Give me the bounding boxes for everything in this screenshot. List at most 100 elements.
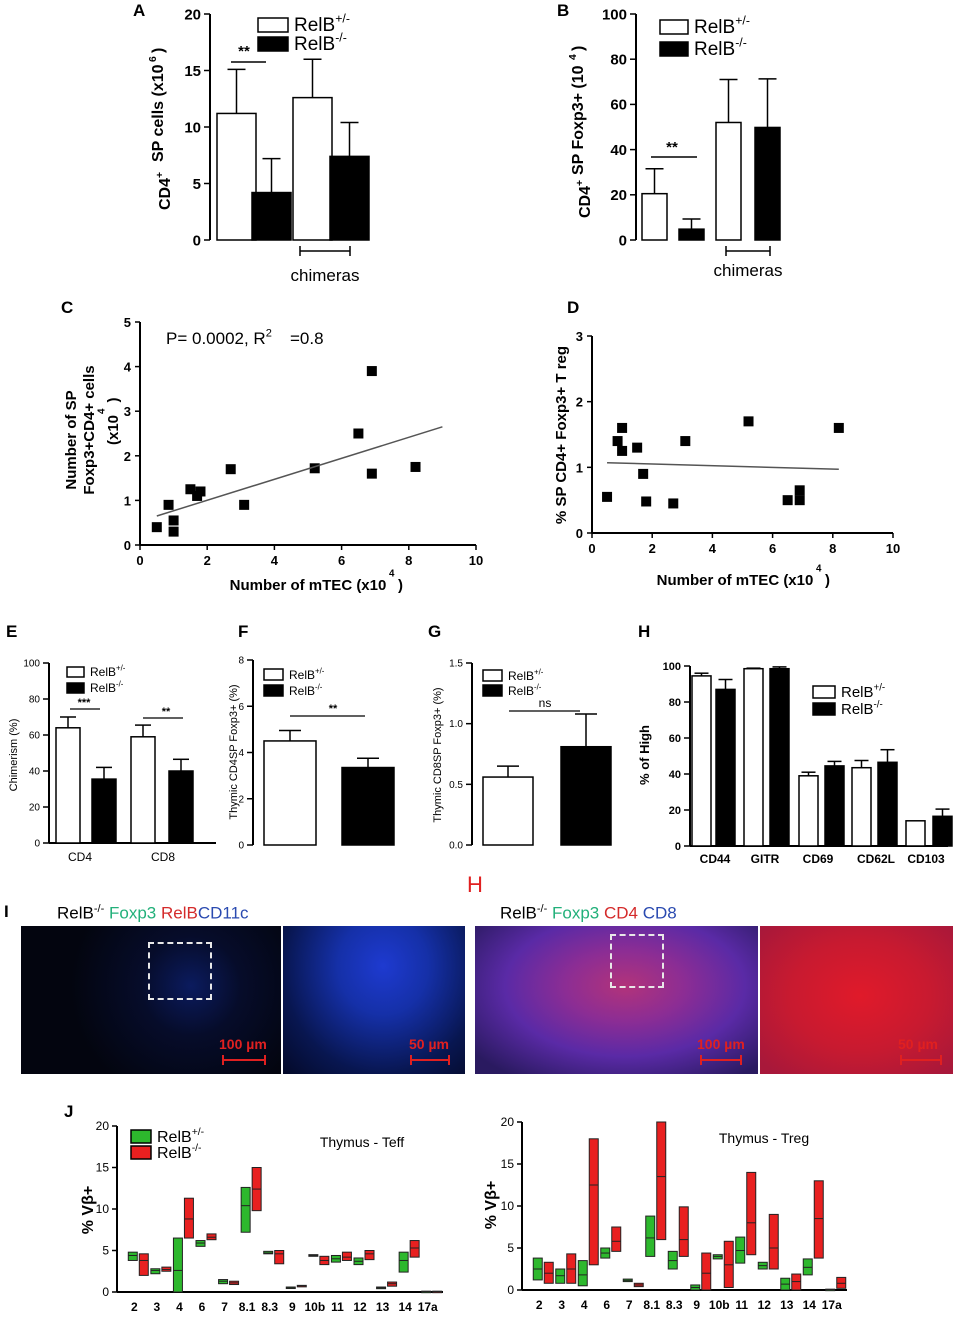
x-category-label: 12 [353,1300,367,1314]
x-category-label: 7 [626,1298,633,1312]
data-point [168,515,179,526]
x-category-label: 4 [176,1300,183,1314]
x-tick-label: 10 [886,541,900,556]
significance-marker: ** [329,703,338,715]
x-category-label: 8.3 [261,1300,278,1314]
bar [91,778,117,844]
bar [216,112,257,241]
stat-annotation: =0.8 [290,329,324,348]
y-tick-label: 5 [102,1244,109,1258]
y-axis-label: Thymic CD4SP Foxp3+ (%) [228,684,240,819]
scale-bar [900,1055,942,1065]
micrograph-right-wide: 100 µm [475,926,758,1074]
y-axis-label: CD4+ [155,172,174,210]
x-axis-label: ) [398,577,403,594]
legend-swatch [659,19,689,35]
range-bar [150,1268,161,1275]
y-axis-label: Number of SP [63,390,80,489]
range-bar [398,1251,409,1273]
legend-label: RelB+/- [294,11,350,36]
legend-label: RelB+/- [508,668,544,683]
y-tick-label: 0 [576,526,583,541]
data-point [168,526,179,537]
scale-label: 100 µm [219,1036,267,1052]
x-category-label: CD44 [700,852,731,866]
bar [691,675,712,847]
fit-line [156,426,443,517]
bar [932,815,953,847]
data-point [225,464,236,475]
y-tick-label: 1.0 [449,719,463,730]
y-tick-label: 6 [238,702,244,713]
legend-label: RelB-/- [294,30,347,55]
x-axis-label: Number of mTEC (x10 [657,572,814,589]
scale-bar [410,1055,450,1065]
panel-letter-a: A [133,1,145,20]
significance-marker: ns [539,696,552,710]
micrograph-left-wide: 100 µm [21,926,281,1074]
range-bar [409,1240,420,1258]
range-bar [746,1171,757,1256]
x-category-label: CD62L [857,852,895,866]
y-tick-label: 80 [29,695,41,706]
y-tick-label: 0 [124,538,131,553]
panel-letter-j: J [64,1102,73,1121]
legend-label: RelB-/- [289,683,323,698]
y-tick-label: 1 [576,460,583,475]
x-category-label: 11 [735,1298,748,1312]
x-category-label: 6 [603,1298,610,1312]
stain-foxp3: Foxp3 [108,903,157,923]
x-tick-label: 4 [709,541,717,556]
y-tick-label: 1 [124,493,131,508]
x-tick-label: 0 [136,553,143,568]
group-label: chimeras [714,261,783,280]
left-imaging-caption: RelB-/- Foxp3 RelBCD11c [57,903,249,924]
x-category-label: 10b [305,1300,326,1314]
legend-label: RelB+/- [90,664,126,679]
bar [641,192,668,241]
y-tick-label: 80 [610,51,627,68]
y-axis-label: ) [570,46,587,51]
data-point [668,498,679,509]
data-point [638,468,649,479]
bar [251,191,292,241]
scale-bar [700,1055,742,1065]
bar [754,126,781,241]
stain-cd8: CD8 [642,903,677,923]
bar [168,770,194,844]
x-category-label: 8.3 [666,1298,683,1312]
legend-swatch [263,668,284,681]
legend-label: RelB+/- [157,1127,204,1146]
x-category-label: 3 [558,1298,565,1312]
legend-label: RelB+/- [841,682,885,701]
y-axis-label: Thymic CD8SP Foxp3+ (%) [432,687,444,822]
y-axis-label: % of High [637,725,652,785]
genotype-label: RelB [500,903,537,923]
stain-cd11c: CD11c [197,903,249,923]
data-point [617,445,628,456]
y-axis-label: (x10 [105,415,122,445]
scale-label: 50 µm [409,1036,449,1052]
legend-label: RelB+/- [289,667,325,682]
x-tick-label: 0 [588,541,595,556]
legend-swatch [812,685,836,699]
genotype-sup: -/- [536,903,548,915]
bar [851,766,872,847]
bar [560,745,612,846]
range-bar [588,1138,599,1266]
data-point [641,496,652,507]
data-point [353,428,364,439]
legend-label: RelB-/- [508,683,542,698]
x-category-label: 14 [803,1298,817,1312]
x-tick-label: 6 [769,541,776,556]
y-tick-label: 8 [238,656,244,667]
data-point [680,436,691,447]
y-tick-label: 60 [669,733,681,745]
bar [743,667,764,847]
y-tick-label: 10 [184,119,201,136]
y-axis-label: % SP CD4+ Foxp3+ T reg [553,346,570,524]
range-bar [678,1206,689,1257]
data-point [743,416,754,427]
range-bar [611,1226,622,1252]
